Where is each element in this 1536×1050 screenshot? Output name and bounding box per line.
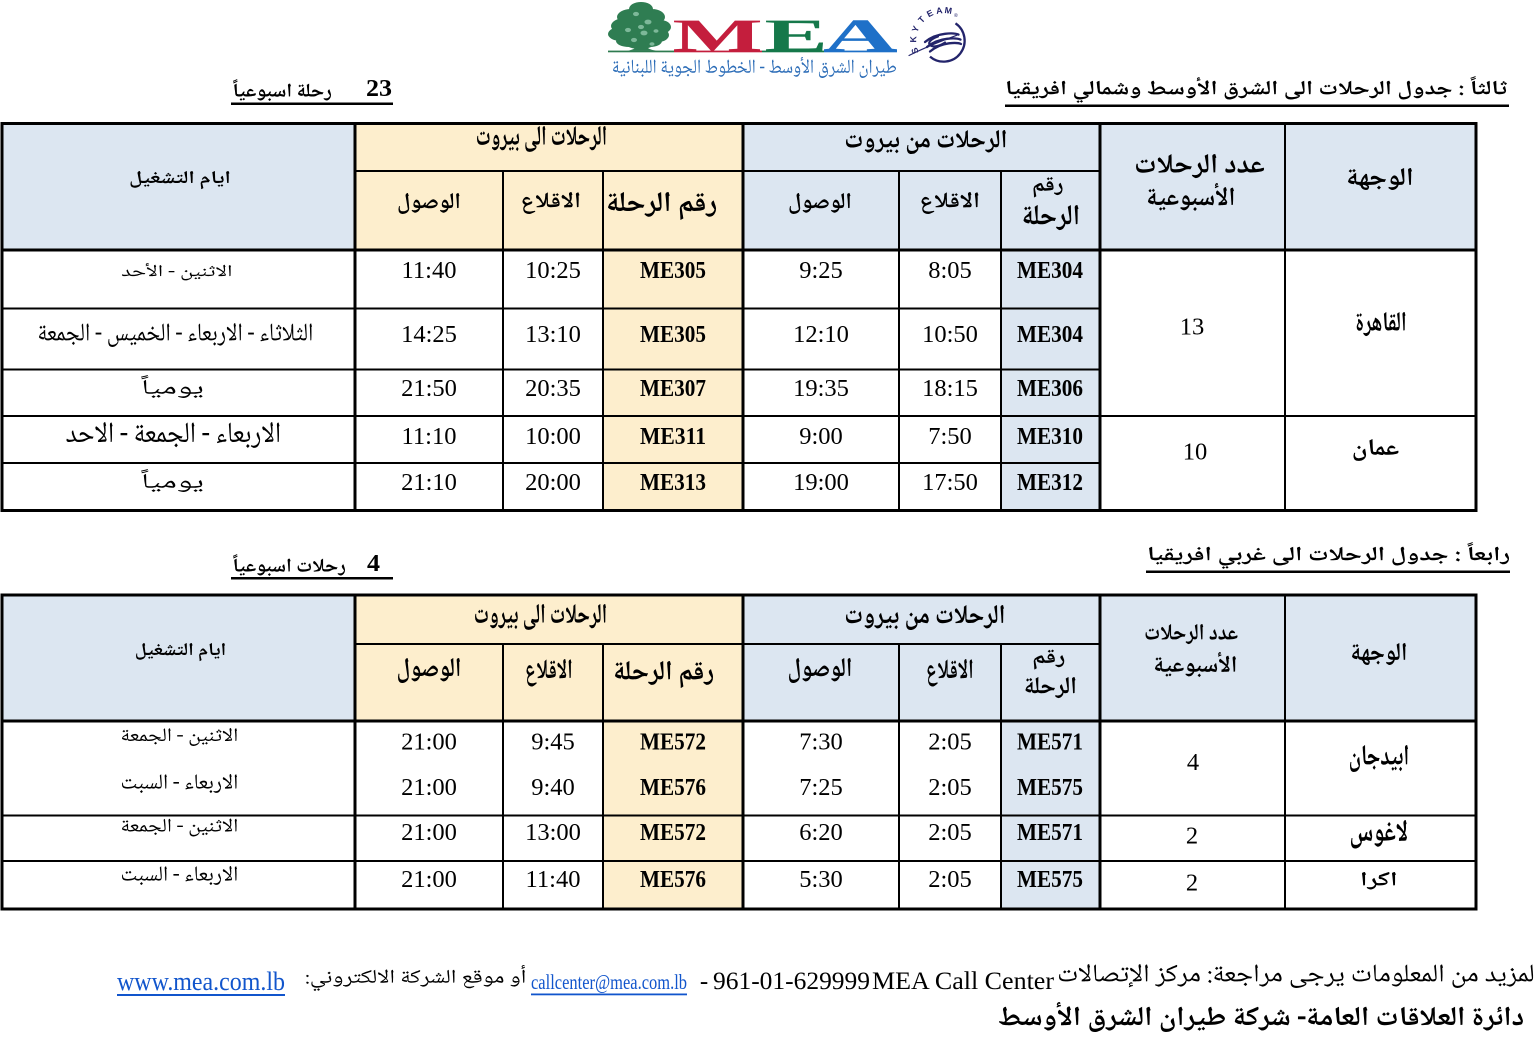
svg-text:2:05: 2:05 bbox=[928, 729, 972, 756]
svg-text:ME311: ME311 bbox=[640, 424, 706, 450]
svg-text:961-01-629999: 961-01-629999 bbox=[713, 968, 870, 995]
svg-text:M: M bbox=[944, 5, 953, 16]
svg-text:9:25: 9:25 bbox=[799, 257, 843, 284]
svg-text:21:00: 21:00 bbox=[401, 774, 457, 801]
svg-text:E: E bbox=[925, 8, 935, 20]
svg-text:4: 4 bbox=[1187, 749, 1199, 776]
svg-text:20:35: 20:35 bbox=[525, 375, 581, 402]
svg-text:Y: Y bbox=[910, 24, 922, 33]
svg-text:13: 13 bbox=[1180, 314, 1205, 341]
svg-text:7:50: 7:50 bbox=[928, 423, 972, 450]
svg-text:ME304: ME304 bbox=[1017, 258, 1083, 284]
svg-text:ME310: ME310 bbox=[1017, 424, 1083, 450]
svg-text:ME575: ME575 bbox=[1017, 775, 1083, 801]
svg-text:6:20: 6:20 bbox=[799, 819, 843, 846]
svg-text:2: 2 bbox=[1186, 823, 1198, 850]
svg-text:8:05: 8:05 bbox=[928, 257, 972, 284]
svg-text:-: - bbox=[700, 968, 708, 995]
svg-text:18:15: 18:15 bbox=[922, 375, 978, 402]
svg-text:K: K bbox=[908, 35, 918, 42]
svg-text:ME571: ME571 bbox=[1017, 730, 1083, 756]
svg-text:ME571: ME571 bbox=[1017, 820, 1083, 846]
svg-text:7:30: 7:30 bbox=[799, 729, 843, 756]
svg-text:ME313: ME313 bbox=[640, 470, 706, 496]
svg-text:ME576: ME576 bbox=[640, 867, 706, 893]
svg-text:10:00: 10:00 bbox=[525, 423, 581, 450]
svg-text:21:50: 21:50 bbox=[401, 375, 457, 402]
svg-text:12:10: 12:10 bbox=[793, 321, 849, 348]
svg-text:T: T bbox=[916, 14, 927, 25]
svg-text:MEA Call Center: MEA Call Center bbox=[872, 968, 1055, 995]
svg-text:2:05: 2:05 bbox=[928, 819, 972, 846]
svg-text:21:00: 21:00 bbox=[401, 866, 457, 893]
svg-text:9:00: 9:00 bbox=[799, 423, 843, 450]
svg-text:2:05: 2:05 bbox=[928, 774, 972, 801]
svg-text:ME304: ME304 bbox=[1017, 322, 1083, 348]
svg-text:ME306: ME306 bbox=[1017, 376, 1083, 402]
svg-text:4: 4 bbox=[367, 550, 380, 577]
svg-text:S: S bbox=[909, 46, 920, 55]
svg-text:ME307: ME307 bbox=[640, 376, 706, 402]
svg-text:21:00: 21:00 bbox=[401, 819, 457, 846]
svg-text:ME312: ME312 bbox=[1017, 470, 1083, 496]
svg-text:21:00: 21:00 bbox=[401, 729, 457, 756]
svg-text:11:40: 11:40 bbox=[402, 257, 457, 284]
svg-text:19:35: 19:35 bbox=[793, 375, 849, 402]
svg-text:9:45: 9:45 bbox=[531, 729, 575, 756]
svg-text:23: 23 bbox=[366, 75, 392, 102]
svg-text:callcenter@mea.com.lb: callcenter@mea.com.lb bbox=[531, 970, 687, 994]
svg-text:13:10: 13:10 bbox=[525, 321, 581, 348]
svg-text:ME572: ME572 bbox=[640, 730, 706, 756]
svg-text:20:00: 20:00 bbox=[525, 469, 581, 496]
svg-text:13:00: 13:00 bbox=[525, 819, 581, 846]
svg-text:10:25: 10:25 bbox=[525, 257, 581, 284]
svg-text:11:40: 11:40 bbox=[526, 866, 581, 893]
svg-text:2: 2 bbox=[1186, 870, 1198, 897]
svg-text:A: A bbox=[935, 5, 943, 16]
svg-text:10:50: 10:50 bbox=[922, 321, 978, 348]
svg-text:9:40: 9:40 bbox=[531, 774, 575, 801]
svg-text:ME305: ME305 bbox=[640, 322, 706, 348]
svg-text:ME305: ME305 bbox=[640, 258, 706, 284]
svg-text:ME576: ME576 bbox=[640, 775, 706, 801]
svg-text:11:10: 11:10 bbox=[402, 423, 457, 450]
svg-text:ME575: ME575 bbox=[1017, 867, 1083, 893]
svg-text:10: 10 bbox=[1183, 439, 1208, 466]
svg-text:5:30: 5:30 bbox=[799, 866, 843, 893]
svg-text:7:25: 7:25 bbox=[799, 774, 843, 801]
svg-text:14:25: 14:25 bbox=[401, 321, 457, 348]
svg-text:®: ® bbox=[953, 11, 960, 19]
svg-text:ME572: ME572 bbox=[640, 820, 706, 846]
svg-text:17:50: 17:50 bbox=[922, 469, 978, 496]
svg-text:www.mea.com.lb: www.mea.com.lb bbox=[117, 967, 285, 996]
svg-text:19:00: 19:00 bbox=[793, 469, 849, 496]
svg-text:21:10: 21:10 bbox=[401, 469, 457, 496]
svg-text:2:05: 2:05 bbox=[928, 866, 972, 893]
